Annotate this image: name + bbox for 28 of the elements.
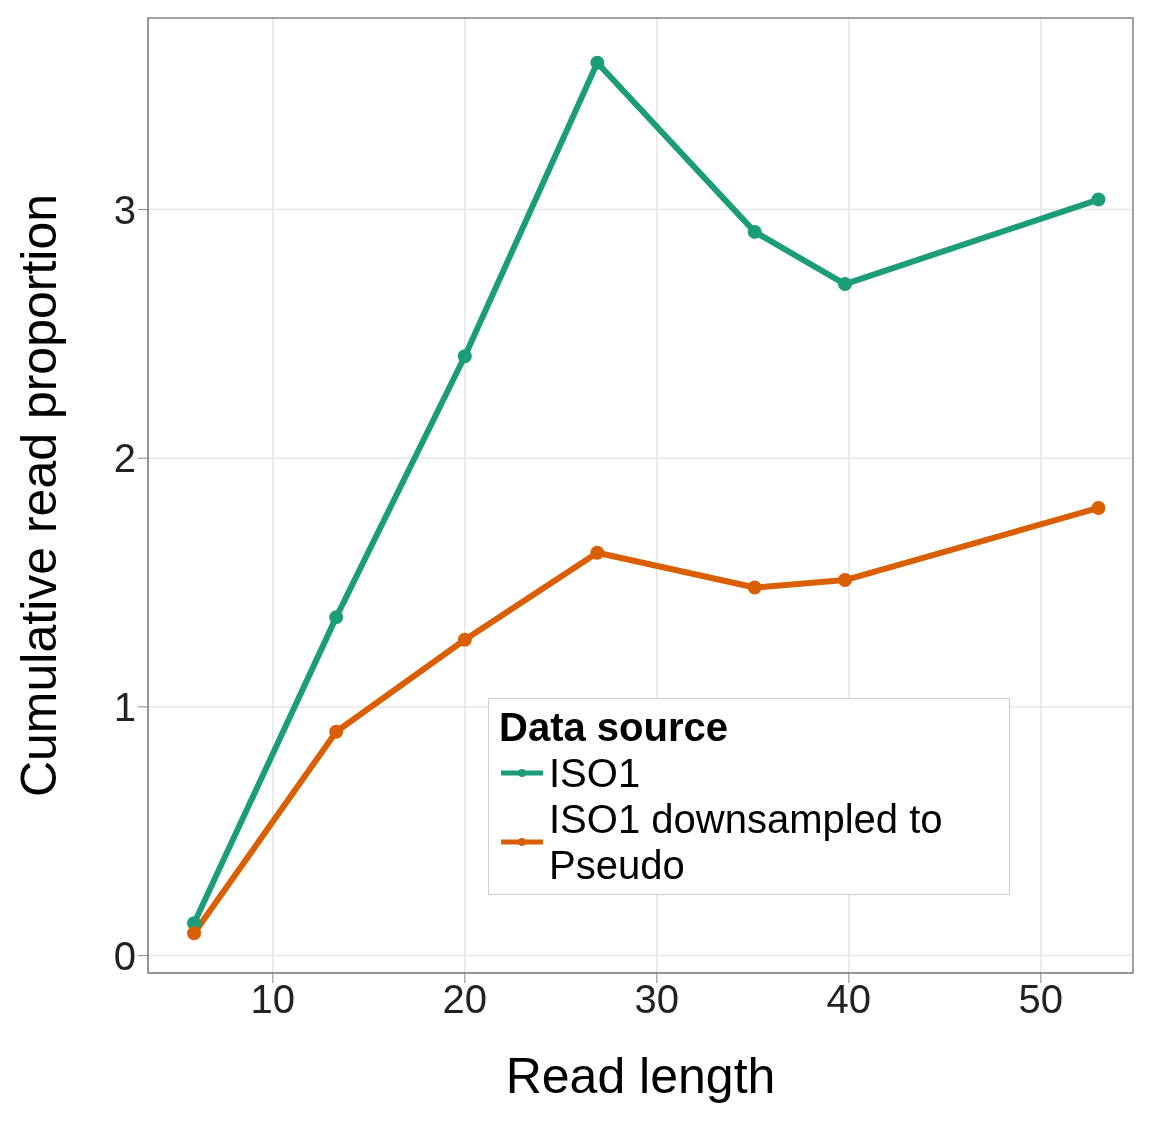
y-tick-label: 2 <box>113 436 136 481</box>
legend-title: Data source <box>499 705 729 750</box>
point <box>1091 500 1106 515</box>
point <box>837 277 852 292</box>
y-tick-label: 3 <box>113 187 136 232</box>
point <box>1091 192 1106 207</box>
x-tick-label: 10 <box>250 977 296 1022</box>
point <box>457 632 472 647</box>
legend-label: ISO1 downsampled to Pseudo <box>549 796 944 888</box>
point <box>329 724 344 739</box>
point <box>590 545 605 560</box>
x-tick-label: 50 <box>1018 977 1064 1022</box>
point <box>187 926 202 941</box>
y-tick-label: 1 <box>113 685 136 730</box>
x-tick-label: 30 <box>634 977 680 1022</box>
y-axis-title: Cumulative read proportion <box>10 193 67 798</box>
x-axis-title: Read length <box>505 1048 776 1104</box>
point <box>747 224 762 239</box>
point <box>590 55 605 70</box>
point <box>747 580 762 595</box>
point <box>329 610 344 625</box>
x-tick-label: 40 <box>826 977 872 1022</box>
y-tick-label: 0 <box>113 933 136 978</box>
x-tick-label: 20 <box>442 977 488 1022</box>
point <box>187 916 202 931</box>
point <box>837 573 852 588</box>
point <box>457 349 472 364</box>
legend-label: ISO1 <box>549 750 641 796</box>
